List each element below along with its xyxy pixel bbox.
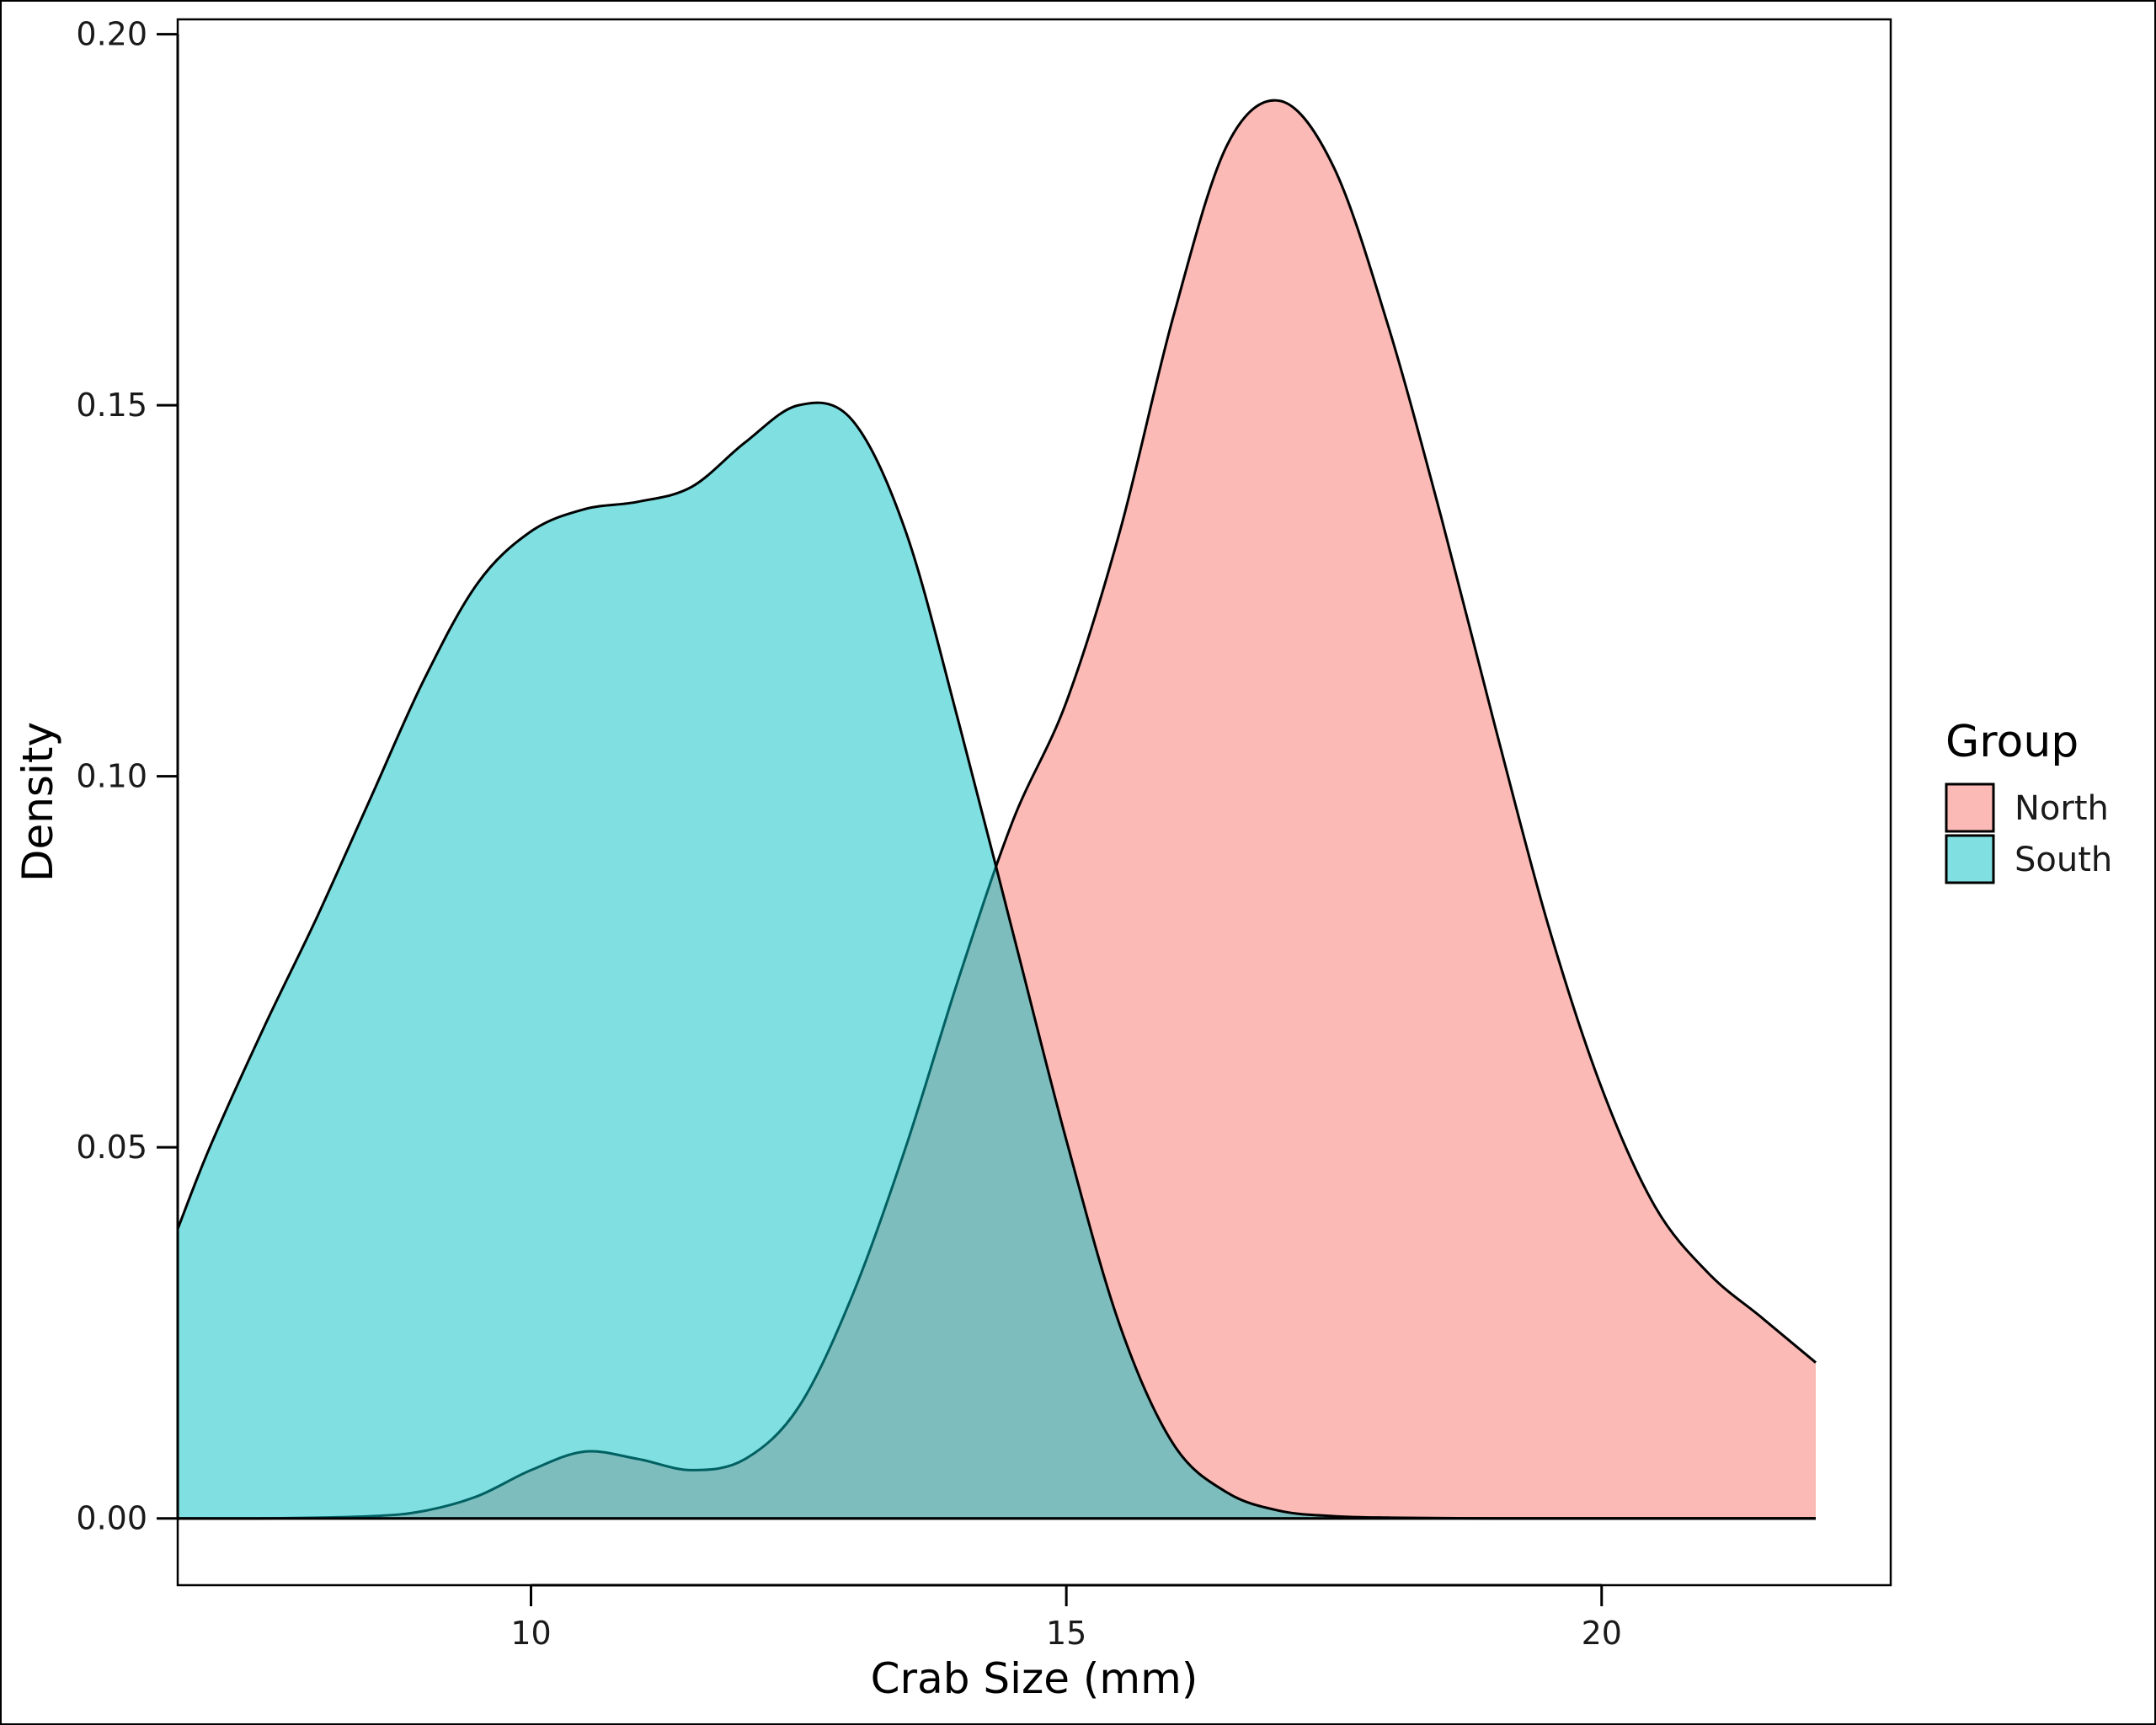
legend-swatch-north <box>1945 782 1995 833</box>
x-axis: 10 15 20 <box>510 1583 1622 1652</box>
x-tick-label: 20 <box>1582 1615 1622 1652</box>
x-tick-label: 15 <box>1046 1615 1086 1652</box>
x-axis-title: Crab Size (mm) <box>871 1654 1198 1703</box>
y-axis: 0.00 0.05 0.10 0.15 0.20 <box>76 16 179 1537</box>
density-area-north <box>178 100 1816 1519</box>
y-tick-label: 0.15 <box>76 387 147 424</box>
density-area-south <box>178 403 1816 1519</box>
legend-swatch-south <box>1945 834 1995 884</box>
legend-label-north: North <box>2015 789 2109 828</box>
legend-title: Group <box>1945 717 2079 767</box>
y-axis-title: Density <box>13 722 62 882</box>
legend-label-south: South <box>2015 841 2112 879</box>
x-tick-label: 10 <box>510 1615 551 1652</box>
density-areas <box>176 99 1817 1520</box>
y-tick-label: 0.05 <box>76 1129 147 1166</box>
y-tick-label: 0.00 <box>76 1500 147 1537</box>
y-tick-label: 0.20 <box>76 16 147 53</box>
y-tick-label: 0.10 <box>76 758 147 795</box>
legend: Group North South <box>1945 717 2112 884</box>
